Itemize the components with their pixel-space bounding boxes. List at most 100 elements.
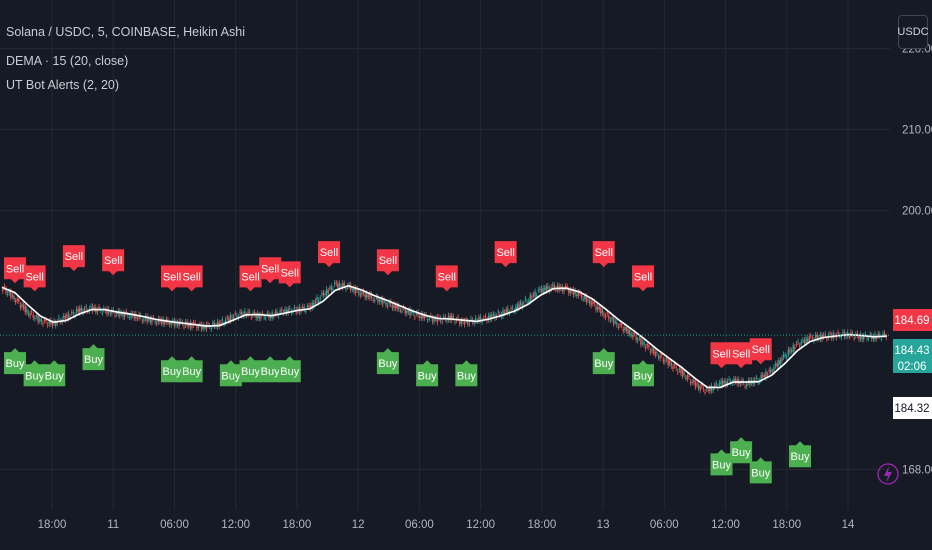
candle-body (694, 381, 697, 388)
candle-body (287, 308, 289, 314)
candle-body (21, 304, 23, 307)
candle-body (404, 308, 406, 314)
candle-body (693, 379, 695, 383)
candle-body (273, 316, 275, 318)
candle-body (335, 282, 337, 284)
candle-body (284, 309, 286, 312)
candle-body (221, 319, 224, 321)
ut-bot-legend[interactable]: UT Bot Alerts (2, 20) (6, 78, 120, 92)
currency-button[interactable]: USDC (897, 15, 929, 49)
candle-body (762, 374, 764, 378)
candle-body (125, 311, 127, 313)
buy-signal-box (710, 449, 733, 476)
x-tick-label: 06:00 (160, 519, 189, 531)
x-tick-label: 12:00 (466, 519, 495, 531)
buy-signal-box (789, 441, 811, 468)
candle-body (739, 383, 742, 385)
sell-signal-box (102, 249, 125, 276)
candle-body (794, 347, 796, 349)
candle-body (343, 283, 345, 286)
candle-body (763, 375, 766, 377)
candle-body (71, 312, 73, 314)
candle-body (321, 292, 323, 295)
candle-body (274, 311, 277, 314)
candle-body (406, 310, 408, 314)
candle-body (377, 296, 379, 302)
sell-signal: Sell (318, 241, 340, 268)
x-tick-label: 14 (842, 519, 855, 531)
candle-body (277, 315, 280, 317)
candle-body (42, 323, 44, 325)
candle-body (390, 301, 392, 305)
candle-body (808, 336, 810, 341)
dema-line (1, 284, 888, 389)
buy-signal-box (180, 356, 203, 383)
price-tag-last: 184.43 (894, 345, 929, 357)
candle-body (319, 297, 321, 300)
price-tag-high: 184.69 (894, 315, 929, 327)
candle-body (175, 321, 177, 325)
candle-body (673, 363, 676, 366)
candle-body (45, 319, 47, 321)
candle-body (24, 306, 26, 313)
x-tick-label: 18:00 (283, 519, 312, 531)
dema-legend[interactable]: DEMA · 15 (20, close) (6, 54, 129, 68)
buy-signal-box (416, 360, 439, 387)
candle-body (699, 386, 701, 391)
candle-body (524, 298, 527, 300)
buy-signal: Buy (592, 348, 615, 375)
candle-body (822, 335, 825, 338)
candle-body (527, 301, 530, 303)
candle-body (8, 291, 10, 294)
lightning-icon[interactable] (877, 463, 899, 485)
candle-body (123, 313, 126, 318)
candle-body (867, 338, 870, 340)
candle-body (19, 304, 22, 308)
candle-body (314, 300, 317, 304)
candle-body (324, 293, 326, 295)
sell-signal: Sell (23, 265, 46, 292)
sell-signal: Sell (749, 338, 772, 365)
candle-body (669, 360, 671, 364)
candle-body (773, 367, 775, 372)
y-tick-label: 210.00 (902, 125, 932, 137)
candle-body (250, 316, 253, 318)
candle-body (127, 314, 129, 316)
candle-body (685, 377, 687, 379)
candle-body (755, 377, 758, 379)
candle-body (606, 312, 608, 314)
candle-body (713, 385, 716, 388)
candle-body (428, 318, 430, 320)
candle-body (603, 314, 605, 316)
candle-body (96, 309, 99, 313)
candle-body (595, 306, 597, 310)
candle-body (657, 356, 660, 358)
candle-body (641, 341, 644, 344)
candle-body (260, 314, 262, 319)
sell-signal: Sell (161, 265, 183, 292)
sell-signal-box (23, 265, 46, 292)
candle-body (191, 324, 193, 328)
candle-body (313, 302, 315, 307)
buy-signal: Buy (789, 441, 811, 468)
candle-body (625, 327, 628, 331)
buy-signal: Buy (730, 437, 753, 464)
candle-body (632, 334, 634, 338)
candle-body (90, 306, 92, 308)
candle-body (680, 368, 682, 374)
candle-body (491, 314, 493, 320)
candle-body (358, 291, 360, 294)
candle-body (386, 305, 389, 307)
candle-body (810, 335, 812, 337)
candle-body (568, 289, 570, 294)
candle-body (311, 302, 313, 309)
candle-body (369, 293, 371, 299)
candle-body (218, 322, 220, 327)
candle-body (746, 383, 748, 387)
candle-body (164, 322, 166, 324)
symbol-legend[interactable]: Solana / USDC, 5, COINBASE, Heikin Ashi (6, 25, 245, 39)
candle-body (361, 292, 363, 295)
candle-body (664, 360, 666, 362)
candle-body (701, 384, 703, 387)
